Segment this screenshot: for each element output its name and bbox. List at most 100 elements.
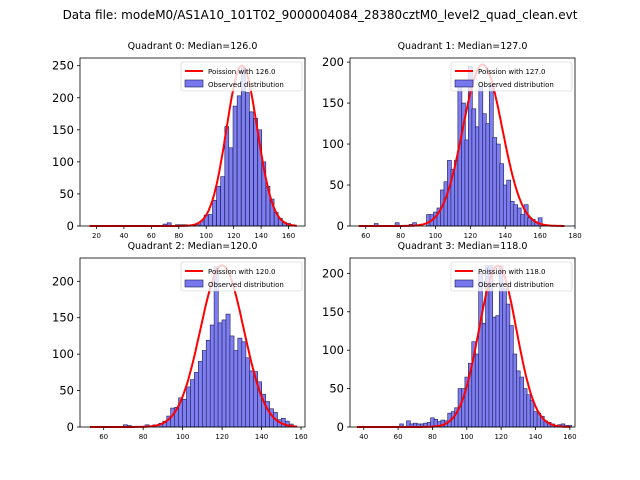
axes-frame xyxy=(79,57,306,227)
y-tick-label: 50 xyxy=(59,187,74,201)
x-tick-label: 40 xyxy=(119,232,128,240)
legend-bar-swatch xyxy=(184,79,204,88)
figure-title: Data file: modeM0/AS1A10_101T02_90000040… xyxy=(62,8,578,22)
y-tick-label: 200 xyxy=(322,55,344,69)
legend-box xyxy=(450,61,573,92)
legend-label: Poission with 127.0 xyxy=(478,68,546,76)
histogram-bar xyxy=(182,399,187,428)
histogram-bar xyxy=(186,386,191,428)
histogram-bar xyxy=(212,200,217,227)
histogram-bar xyxy=(237,337,243,428)
x-tick-label: 140 xyxy=(529,433,542,441)
histogram-bar xyxy=(221,319,227,428)
legend-label: Poission with 118.0 xyxy=(478,268,546,276)
subplot-quadrant-2: Quadrant 2: Median=120.0 60 80 100 120 140 160… xyxy=(52,241,308,441)
x-tick-label: 120 xyxy=(215,433,228,441)
histogram-bar xyxy=(217,322,223,428)
subplot-quadrant-1: Quadrant 1: Median=127.0 60 80 100 120 140 160… xyxy=(322,41,582,240)
axes-frame xyxy=(349,257,576,428)
x-tick-label: 120 xyxy=(227,232,240,240)
histogram-bar xyxy=(225,313,231,428)
x-tick-label: 140 xyxy=(254,232,267,240)
legend-box xyxy=(180,61,303,92)
x-tick-label: 60 xyxy=(361,232,370,240)
y-tick-label: 0 xyxy=(337,420,344,434)
subplot-quadrant-0: Quadrant 0: Median=126.0 20 40 60 80 100 120 14… xyxy=(52,41,306,240)
legend-label: Observed distribution xyxy=(208,281,284,289)
y-tick-label: 150 xyxy=(322,305,344,319)
histogram-bar xyxy=(205,340,211,428)
histogram-bar xyxy=(249,370,255,428)
x-tick-label: 160 xyxy=(294,433,307,441)
histogram-bar xyxy=(209,324,215,428)
x-tick-label: 140 xyxy=(255,433,268,441)
x-tick-label: 100 xyxy=(200,232,213,240)
histogram-bar xyxy=(228,147,234,227)
histogram-bar xyxy=(220,176,225,227)
x-tick-label: 60 xyxy=(394,433,403,441)
x-tick-label: 180 xyxy=(568,232,581,240)
histogram-bar xyxy=(245,357,251,428)
x-tick-label: 80 xyxy=(396,232,405,240)
y-tick-label: 200 xyxy=(52,274,74,288)
legend-label: Observed distribution xyxy=(478,281,554,289)
histogram-bar xyxy=(232,105,238,227)
histogram-bar xyxy=(240,67,246,227)
subplot-title: Quadrant 0: Median=126.0 xyxy=(128,41,258,52)
x-tick-label: 100 xyxy=(429,232,442,240)
histogram-bar xyxy=(201,350,207,428)
x-tick-label: 80 xyxy=(174,232,183,240)
axes-frame xyxy=(349,57,576,227)
legend-bar-swatch xyxy=(184,279,204,288)
x-tick-label: 160 xyxy=(282,232,295,240)
y-tick-label: 50 xyxy=(329,382,344,396)
x-tick-label: 80 xyxy=(428,433,437,441)
histogram-bar xyxy=(216,185,221,227)
subplot-title: Quadrant 1: Median=127.0 xyxy=(398,41,528,52)
x-tick-label: 100 xyxy=(176,433,189,441)
y-tick-label: 50 xyxy=(59,384,74,398)
x-tick-label: 20 xyxy=(92,232,101,240)
x-tick-label: 60 xyxy=(147,232,156,240)
histogram-bar xyxy=(190,379,195,428)
x-tick-label: 40 xyxy=(359,433,368,441)
y-tick-label: 200 xyxy=(52,91,74,105)
subplot-title: Quadrant 2: Median=120.0 xyxy=(128,241,258,252)
legend-label: Observed distribution xyxy=(478,81,554,89)
x-tick-label: 80 xyxy=(139,433,148,441)
x-tick-label: 120 xyxy=(464,232,477,240)
legend-bar-swatch xyxy=(454,279,474,288)
y-tick-label: 150 xyxy=(322,96,344,110)
legend-label: Poission with 120.0 xyxy=(208,268,276,276)
legend-label: Poission with 126.0 xyxy=(208,68,276,76)
histogram-bar xyxy=(245,92,250,227)
legend-label: Observed distribution xyxy=(208,81,284,89)
y-tick-label: 0 xyxy=(337,219,344,233)
histogram-bar xyxy=(236,95,242,227)
y-tick-label: 100 xyxy=(52,155,74,169)
histogram-bar xyxy=(208,214,213,227)
y-tick-label: 200 xyxy=(322,266,344,280)
y-tick-label: 100 xyxy=(52,347,74,361)
y-tick-label: 100 xyxy=(322,137,344,151)
x-tick-label: 120 xyxy=(494,433,507,441)
histogram-bar xyxy=(253,117,258,227)
x-tick-label: 60 xyxy=(99,433,108,441)
x-tick-label: 160 xyxy=(533,232,546,240)
y-tick-label: 0 xyxy=(67,420,74,434)
x-tick-label: 160 xyxy=(563,433,576,441)
y-tick-label: 150 xyxy=(52,311,74,325)
axes-frame xyxy=(79,257,306,428)
y-tick-label: 0 xyxy=(67,219,74,233)
y-tick-label: 250 xyxy=(52,59,74,73)
histogram-bar xyxy=(198,361,203,428)
x-tick-label: 140 xyxy=(499,232,512,240)
y-tick-label: 50 xyxy=(329,178,344,192)
histogram-bar xyxy=(233,350,239,428)
legend-box xyxy=(180,261,303,292)
subplot-quadrant-3: Quadrant 3: Median=118.0 40 60 80 100 120 140 1… xyxy=(322,241,576,441)
x-tick-label: 100 xyxy=(460,433,473,441)
y-tick-label: 100 xyxy=(322,343,344,357)
histogram-bar xyxy=(194,372,199,428)
